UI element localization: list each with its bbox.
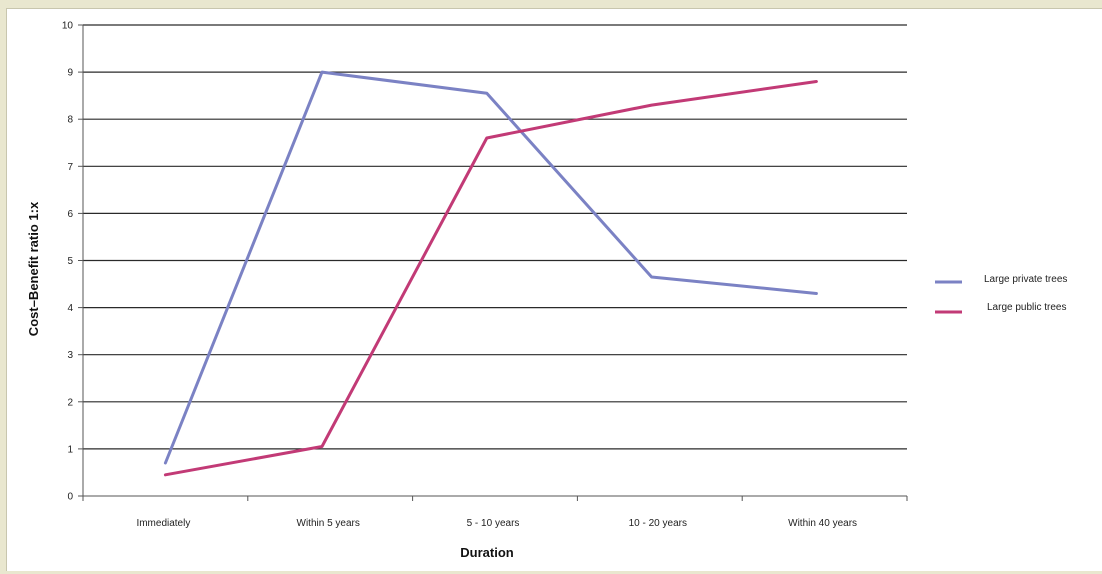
x-tick-label: Within 40 years bbox=[788, 518, 857, 529]
series-line-public bbox=[163, 80, 818, 477]
x-axis-title: Duration bbox=[460, 545, 514, 560]
y-axis-title: Cost–Benefit ratio 1:x bbox=[26, 201, 41, 336]
series-lines bbox=[163, 70, 818, 477]
y-tick-label: 9 bbox=[67, 68, 73, 79]
y-tick-label: 2 bbox=[67, 397, 73, 408]
x-tick-label: 10 - 20 years bbox=[629, 518, 687, 529]
legend: Large private trees Large public trees bbox=[935, 274, 1067, 314]
y-tick-labels: 0 1 2 3 4 5 6 7 8 9 10 bbox=[62, 21, 74, 503]
y-tick-label: 5 bbox=[67, 256, 73, 267]
y-tick-label: 1 bbox=[67, 444, 73, 455]
y-tick-label: 7 bbox=[67, 162, 73, 173]
legend-label-private: Large private trees bbox=[984, 274, 1067, 285]
gridlines bbox=[83, 24, 907, 450]
y-tick-label: 0 bbox=[67, 492, 73, 503]
y-tick-label: 6 bbox=[67, 209, 73, 220]
y-tick-label: 3 bbox=[67, 350, 73, 361]
x-tick-labels: Immediately Within 5 years 5 - 10 years 10 … bbox=[136, 518, 857, 529]
series-line-private bbox=[163, 70, 818, 465]
y-tick-label: 8 bbox=[67, 115, 73, 126]
legend-label-public: Large public trees bbox=[987, 302, 1067, 313]
axes bbox=[78, 24, 908, 501]
y-tick-label: 4 bbox=[67, 303, 73, 314]
x-tick-label: Immediately bbox=[136, 518, 190, 529]
line-chart: 0 1 2 3 4 5 6 7 8 9 10 Immediately Within 5 years 5 … bbox=[26, 21, 1067, 561]
chart-frame: 0 1 2 3 4 5 6 7 8 9 10 Immediately Within 5 years 5 … bbox=[6, 8, 1102, 571]
y-tick-label: 10 bbox=[62, 21, 74, 32]
x-tick-label: Within 5 years bbox=[297, 518, 360, 529]
x-tick-label: 5 - 10 years bbox=[467, 518, 520, 529]
